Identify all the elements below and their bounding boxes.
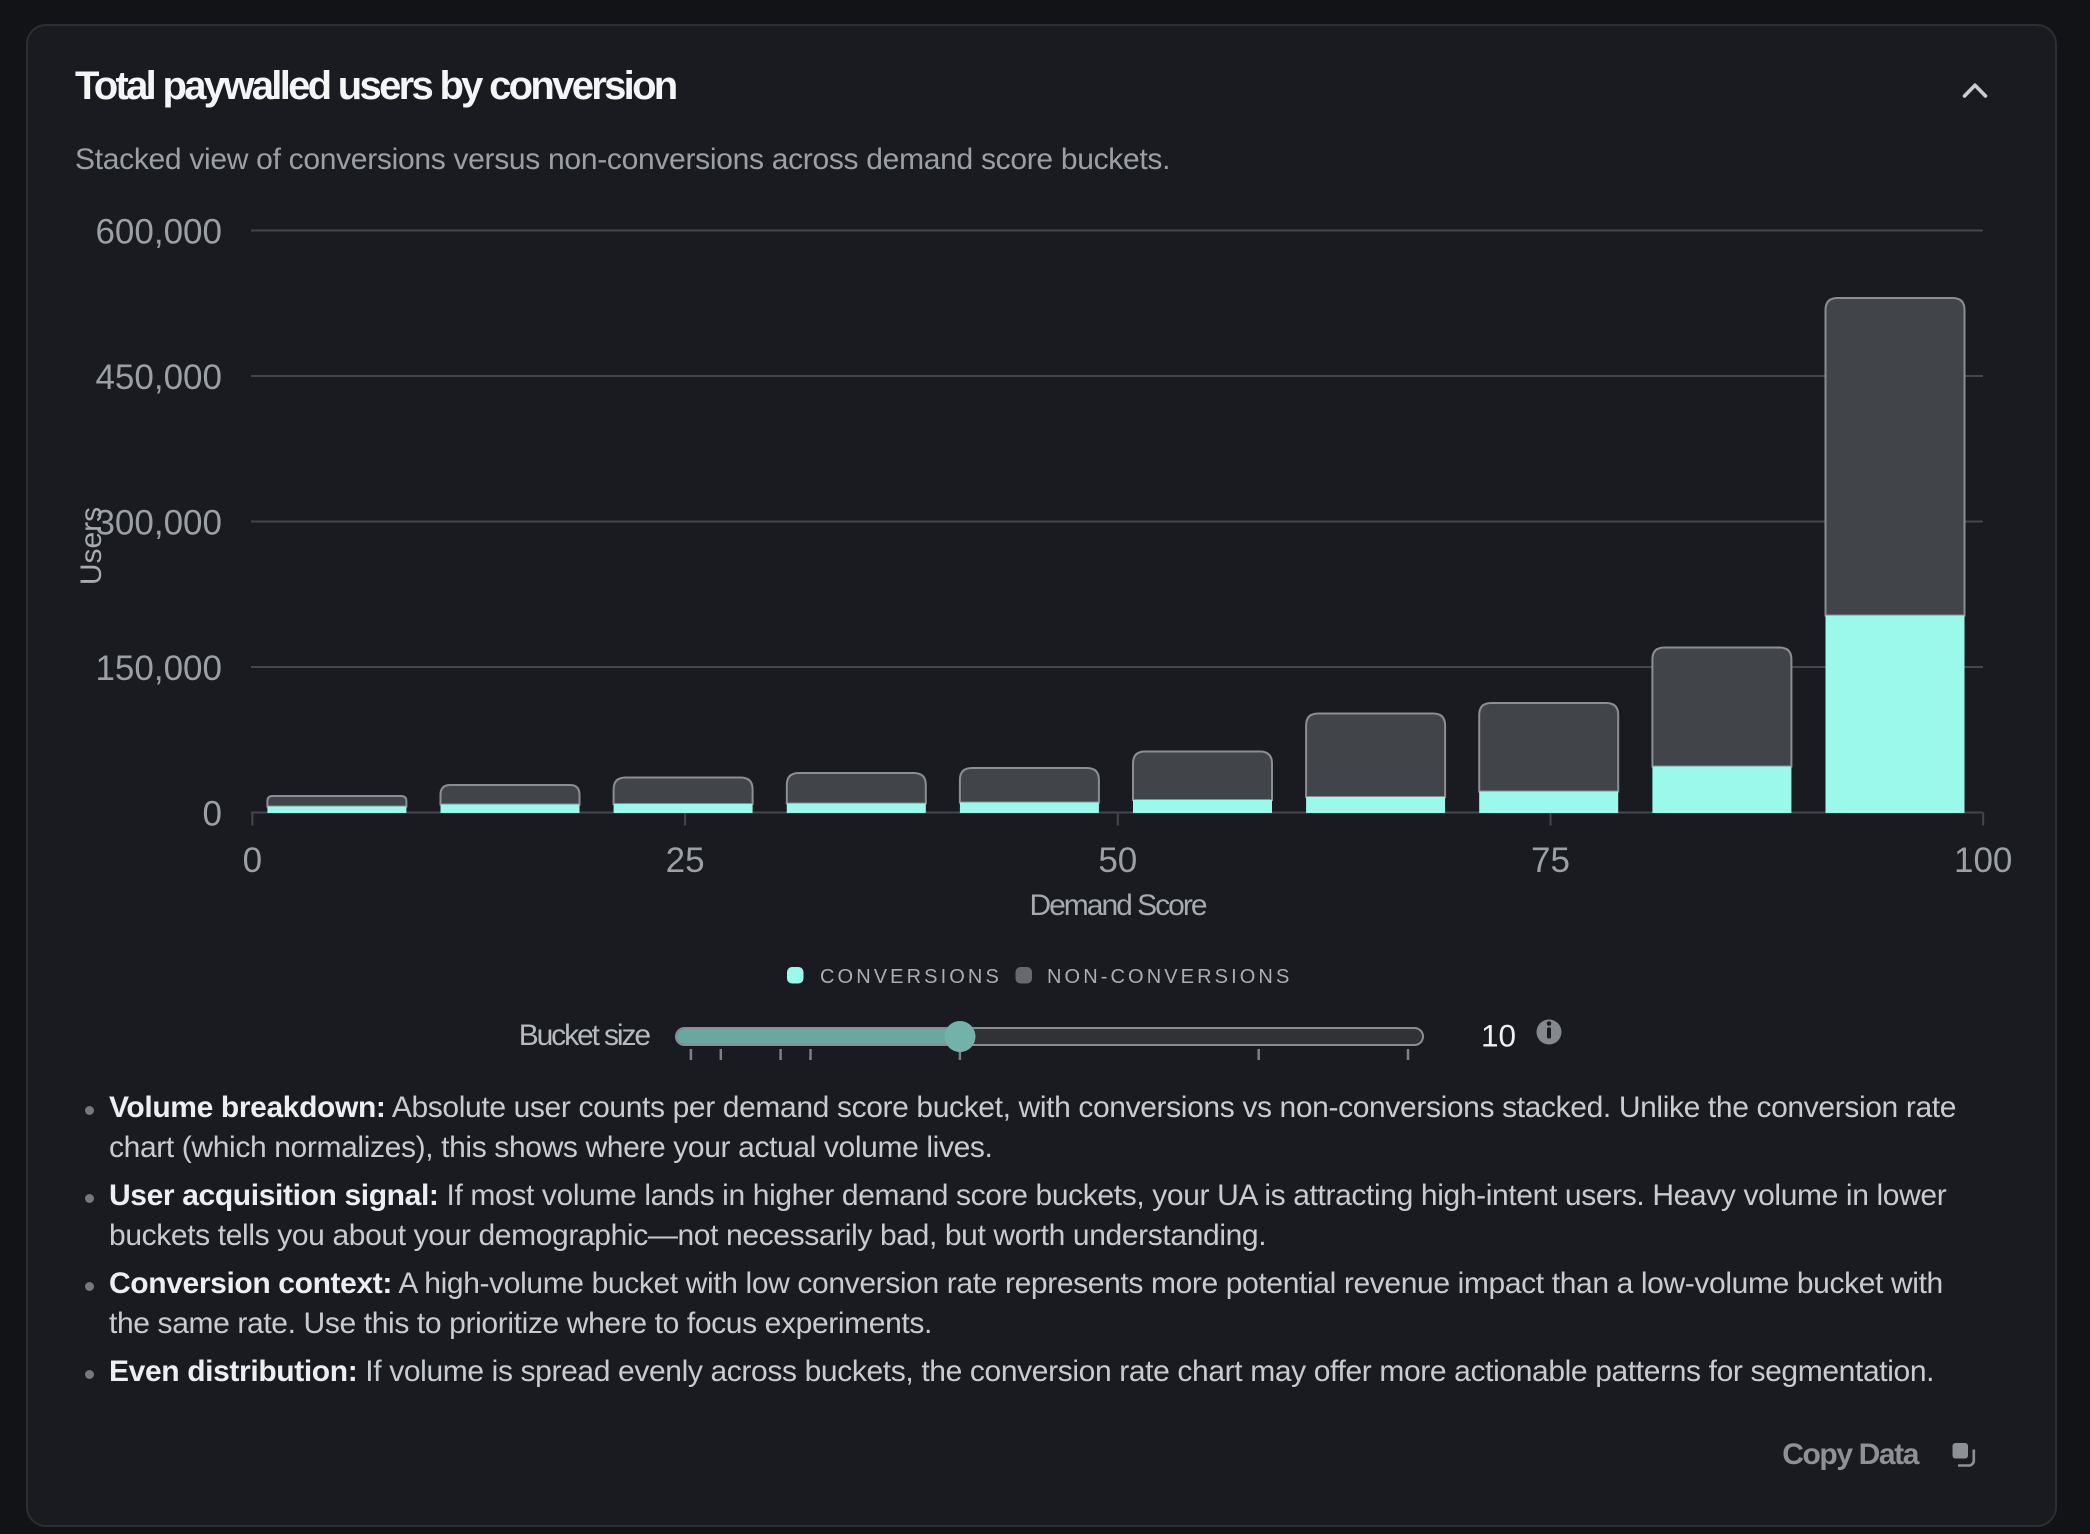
svg-text:0: 0	[203, 794, 222, 833]
svg-text:25: 25	[666, 841, 705, 880]
svg-text:300,000: 300,000	[95, 503, 222, 542]
svg-text:450,000: 450,000	[95, 358, 222, 397]
svg-text:0: 0	[243, 841, 262, 880]
svg-text:600,000: 600,000	[95, 212, 222, 251]
svg-text:10: 10	[1481, 1018, 1516, 1054]
svg-text:50: 50	[1098, 841, 1137, 880]
svg-text:Demand Score: Demand Score	[1029, 889, 1206, 922]
svg-text:75: 75	[1531, 841, 1570, 880]
svg-text:Bucket size: Bucket size	[519, 1019, 651, 1052]
svg-text:CONVERSIONS: CONVERSIONS	[820, 966, 1002, 988]
svg-text:150,000: 150,000	[95, 649, 222, 688]
svg-text:100: 100	[1954, 841, 2012, 880]
svg-text:Users: Users	[75, 507, 108, 585]
svg-text:NON-CONVERSIONS: NON-CONVERSIONS	[1047, 966, 1292, 988]
